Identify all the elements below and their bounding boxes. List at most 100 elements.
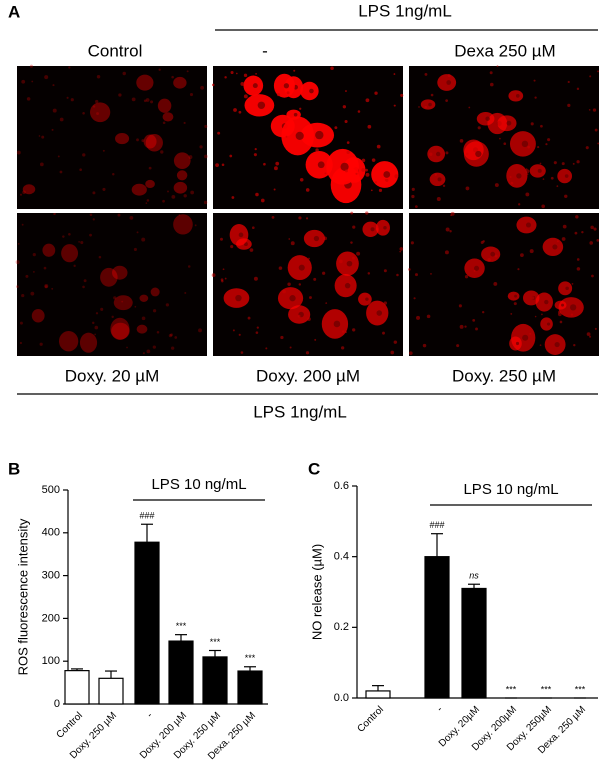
speck [305, 188, 310, 192]
nucleus [506, 120, 512, 126]
speck [414, 273, 418, 277]
speck [530, 122, 534, 126]
speck [352, 225, 356, 229]
speck [94, 325, 99, 330]
speck [542, 178, 545, 180]
nucleus [474, 265, 480, 271]
speck [459, 139, 464, 143]
speck [409, 351, 413, 355]
speck [314, 338, 317, 341]
speck [29, 64, 33, 68]
speck [215, 163, 219, 167]
panel-caption: - [262, 41, 268, 60]
speck [365, 98, 370, 103]
speck [341, 330, 345, 333]
speck [344, 169, 348, 173]
speck [122, 71, 126, 76]
speck [44, 75, 49, 80]
speck [198, 328, 202, 333]
nucleus [344, 282, 351, 289]
speck [361, 168, 366, 172]
speck [32, 253, 36, 257]
nucleus [293, 112, 298, 117]
cell [508, 90, 524, 102]
speck [436, 197, 441, 202]
speck [344, 331, 347, 334]
speck [305, 217, 309, 220]
nucleus [428, 102, 432, 107]
speck [351, 256, 355, 260]
speck [590, 225, 594, 230]
speck [313, 277, 317, 281]
speck [117, 213, 121, 217]
speck [575, 215, 579, 219]
speck [82, 112, 85, 115]
speck [456, 344, 460, 348]
speck [142, 352, 145, 355]
annotation: *** [210, 637, 221, 647]
speck [260, 198, 265, 203]
bar [365, 690, 391, 699]
speck [464, 275, 469, 279]
speck [465, 152, 469, 156]
speck [232, 329, 235, 332]
speck [275, 161, 280, 166]
nucleus [383, 171, 391, 178]
speck [489, 71, 493, 75]
speck [53, 212, 56, 216]
speck [411, 194, 415, 199]
cell [131, 183, 147, 196]
cell [420, 99, 436, 110]
cell [358, 292, 372, 306]
speck [57, 155, 60, 158]
speck [394, 174, 399, 179]
speck [517, 268, 520, 271]
nucleus [544, 299, 549, 305]
cell [162, 112, 174, 122]
speck [89, 213, 93, 217]
micrograph [17, 66, 207, 209]
speck [254, 148, 257, 151]
speck [188, 155, 193, 159]
speck [19, 321, 23, 325]
speck [429, 152, 433, 156]
nucleus [569, 304, 577, 311]
nucleus [298, 264, 305, 271]
speck [92, 191, 96, 195]
speck [133, 247, 137, 252]
annotation: ### [429, 520, 444, 530]
speck [59, 117, 64, 122]
speck [94, 333, 96, 336]
speck [156, 331, 160, 334]
nucleus [522, 334, 529, 341]
speck [510, 181, 514, 185]
speck [559, 320, 563, 324]
speck [594, 327, 597, 330]
speck [44, 283, 49, 288]
speck [230, 245, 234, 249]
cell [173, 181, 188, 194]
speck [141, 316, 146, 321]
cell [173, 76, 187, 89]
speck [73, 264, 76, 268]
speck [553, 161, 557, 165]
speck [413, 297, 416, 300]
speck [399, 250, 402, 253]
speck [39, 162, 44, 167]
speck [305, 351, 310, 355]
speck [43, 266, 47, 270]
nucleus [565, 286, 569, 291]
speck [186, 70, 189, 73]
speck [350, 211, 354, 215]
speck [550, 176, 554, 180]
micrograph [409, 66, 599, 209]
x-tick-label: Control [355, 704, 386, 735]
speck [561, 162, 565, 166]
speck [240, 351, 244, 354]
speck [374, 91, 378, 95]
speck [178, 214, 181, 216]
micrographs [15, 64, 600, 356]
speck [567, 80, 570, 84]
speck [589, 75, 592, 78]
speck [393, 340, 398, 344]
